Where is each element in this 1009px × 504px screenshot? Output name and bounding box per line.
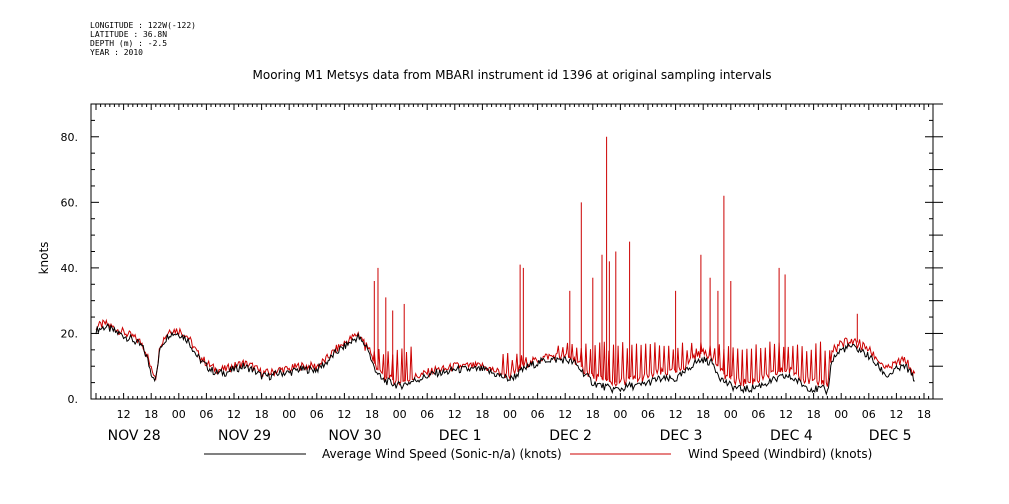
x-day-label: DEC 2 <box>549 428 592 444</box>
legend-label-average: Average Wind Speed (Sonic-n/a) (knots) <box>322 447 562 461</box>
x-hour-tick-label: 00 <box>282 408 296 421</box>
x-hour-tick-label: 06 <box>199 408 213 421</box>
station-metadata: LONGITUDE : 122W(-122) LATITUDE : 36.8N … <box>90 21 196 57</box>
chart-title: Mooring M1 Metsys data from MBARI instru… <box>252 68 772 82</box>
x-hour-tick-label: 18 <box>144 408 158 421</box>
x-hour-tick-label: 06 <box>751 408 765 421</box>
x-day-label: DEC 1 <box>439 428 482 444</box>
x-hour-tick-label: 18 <box>255 408 269 421</box>
x-hour-tick-label: 18 <box>807 408 821 421</box>
x-day-label: DEC 3 <box>660 428 703 444</box>
legend-label-windbird: Wind Speed (Windbird) (knots) <box>688 447 872 461</box>
series-layer <box>95 136 916 396</box>
x-hour-tick-label: 06 <box>641 408 655 421</box>
y-tick-label: 40. <box>61 262 79 275</box>
x-hour-tick-label: 12 <box>669 408 683 421</box>
x-day-label: NOV 28 <box>108 428 161 444</box>
x-hour-tick-label: 12 <box>117 408 131 421</box>
x-hour-tick-label: 12 <box>227 408 241 421</box>
y-tick-label: 80. <box>61 131 79 144</box>
x-hour-tick-label: 12 <box>337 408 351 421</box>
x-hour-tick-label: 12 <box>889 408 903 421</box>
y-tick-label: 20. <box>61 327 79 340</box>
series-line-windbird <box>95 318 916 388</box>
y-axis-label: knots <box>37 242 51 275</box>
x-day-label: DEC 5 <box>869 428 912 444</box>
latitude-label: LATITUDE : 36.8N <box>90 30 168 39</box>
axes-layer <box>90 103 943 400</box>
x-day-label: NOV 30 <box>328 428 381 444</box>
x-hour-tick-label: 18 <box>365 408 379 421</box>
x-hour-tick-label: 12 <box>448 408 462 421</box>
depth-label: DEPTH (m) : -2.5 <box>90 39 168 48</box>
x-hour-tick-label: 00 <box>613 408 627 421</box>
x-hour-tick-label: 00 <box>834 408 848 421</box>
x-hour-tick-label: 00 <box>172 408 186 421</box>
series-line-average <box>95 323 915 396</box>
tick-labels-layer: 12 18 00 06 12 18 00 06 12 18 00 06 12 18 00 06 12 18 00 06… <box>61 131 932 444</box>
longitude-label: LONGITUDE : 122W(-122) <box>90 21 196 30</box>
x-hour-tick-label: 06 <box>420 408 434 421</box>
x-hour-tick-label: 18 <box>696 408 710 421</box>
x-hour-tick-label: 00 <box>393 408 407 421</box>
legend: Average Wind Speed (Sonic-n/a) (knots) W… <box>204 447 872 461</box>
x-day-label: NOV 29 <box>218 428 271 444</box>
y-tick-label: 60. <box>61 196 79 209</box>
y-tick-label: 0. <box>68 393 79 406</box>
x-hour-tick-label: 12 <box>558 408 572 421</box>
x-hour-tick-label: 12 <box>779 408 793 421</box>
x-day-label: DEC 4 <box>770 428 813 444</box>
x-hour-tick-label: 06 <box>862 408 876 421</box>
year-label: YEAR : 2010 <box>90 48 143 57</box>
x-hour-tick-label: 18 <box>586 408 600 421</box>
x-hour-tick-label: 06 <box>531 408 545 421</box>
x-hour-tick-label: 18 <box>917 408 931 421</box>
x-hour-tick-label: 06 <box>310 408 324 421</box>
x-hour-tick-label: 00 <box>724 408 738 421</box>
x-hour-tick-label: 18 <box>475 408 489 421</box>
x-hour-tick-label: 00 <box>503 408 517 421</box>
